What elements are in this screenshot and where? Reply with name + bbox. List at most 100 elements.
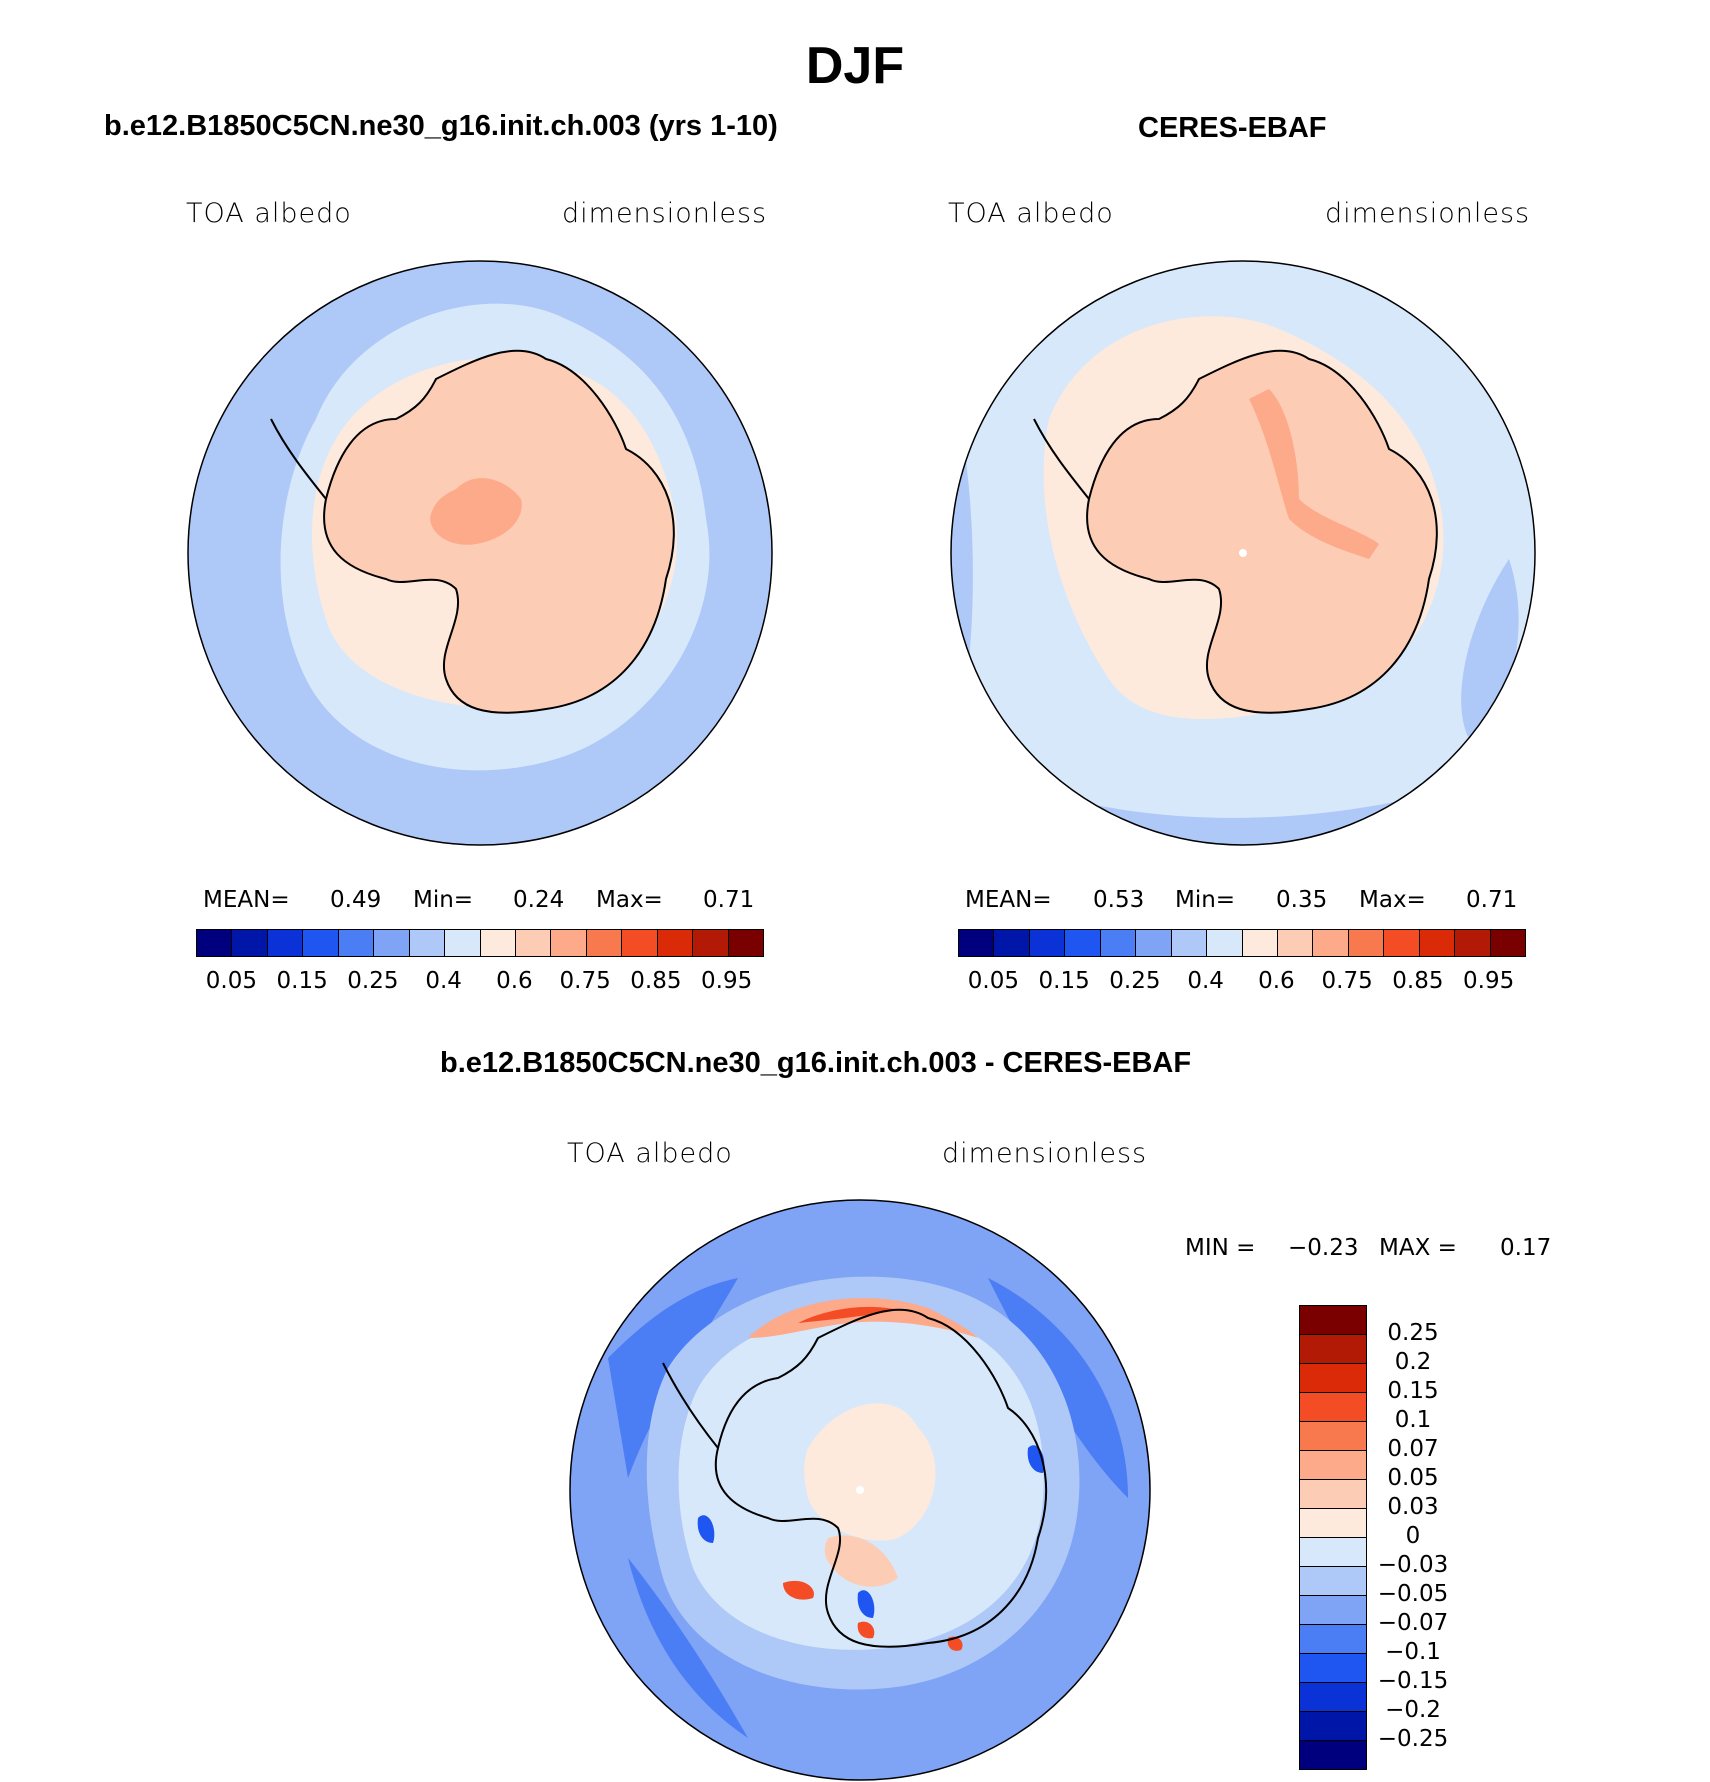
colorbar-swatch xyxy=(1300,1451,1366,1480)
left-max-value: 0.71 xyxy=(703,887,755,913)
colorbar-tick-label: 0.95 xyxy=(1463,968,1515,994)
left-units-label: dimensionless xyxy=(562,198,768,229)
diff-max-value: 0.17 xyxy=(1500,1235,1552,1261)
colorbar-tick-label: 0.4 xyxy=(1187,968,1224,994)
left-panel-title: b.e12.B1850C5CN.ne30_g16.init.ch.003 (yr… xyxy=(104,110,778,142)
colorbar-swatch xyxy=(1300,1306,1366,1335)
colorbar-swatch xyxy=(1136,930,1172,956)
colorbar-swatch xyxy=(1300,1596,1366,1625)
colorbar-swatch xyxy=(303,930,339,956)
colorbar-swatch xyxy=(1490,930,1525,956)
colorbar-swatch xyxy=(1348,930,1385,956)
colorbar-tick-label: 0.75 xyxy=(559,968,611,994)
diff-variable-label: TOA albedo xyxy=(567,1138,733,1169)
colorbar-swatch xyxy=(1300,1712,1366,1741)
right-max-value: 0.71 xyxy=(1466,887,1518,913)
colorbar-tick-label: 0.15 xyxy=(1038,968,1090,994)
diff-min-value: −0.23 xyxy=(1288,1235,1359,1261)
diff-positive-dots xyxy=(947,1636,963,1651)
page-title: DJF xyxy=(805,37,905,95)
diff-polar-map xyxy=(569,1199,1151,1781)
colorbar-swatch xyxy=(1100,930,1137,956)
diff-negative-dots xyxy=(857,1590,875,1618)
colorbar-tick-label: 0 xyxy=(1405,1523,1421,1549)
colorbar-swatch xyxy=(1300,1422,1366,1451)
colorbar-swatch xyxy=(622,930,658,956)
colorbar-tick-label: 0.2 xyxy=(1394,1349,1432,1375)
colorbar-swatch xyxy=(338,930,375,956)
left-coastline xyxy=(323,349,675,714)
diff-contour-patch xyxy=(628,1558,748,1738)
left-polar-map xyxy=(187,260,773,846)
colorbar-swatch xyxy=(1065,930,1101,956)
colorbar-tick-label: 0.05 xyxy=(205,968,257,994)
diff-peninsula xyxy=(662,1362,719,1449)
colorbar-swatch xyxy=(1300,1538,1366,1567)
colorbar-swatch xyxy=(959,930,995,956)
colorbar-tick-label: −0.25 xyxy=(1377,1726,1449,1752)
diff-min-label: MIN = xyxy=(1185,1235,1256,1261)
diff-max-label: MAX = xyxy=(1379,1235,1457,1261)
colorbar-tick-label: 0.15 xyxy=(276,968,328,994)
colorbar-swatch xyxy=(693,930,729,956)
right-interior-contour xyxy=(1249,389,1379,559)
colorbar-tick-label: 0.75 xyxy=(1321,968,1373,994)
right-panel-title: CERES-EBAF xyxy=(1138,112,1327,144)
colorbar-swatch xyxy=(197,930,233,956)
right-peninsula xyxy=(1033,418,1090,500)
colorbar-swatch xyxy=(1300,1364,1366,1393)
colorbar-tick-label: 0.1 xyxy=(1394,1407,1432,1433)
colorbar-swatch xyxy=(657,930,694,956)
colorbar-swatch xyxy=(1029,930,1066,956)
colorbar-swatch xyxy=(1300,1335,1366,1364)
colorbar-swatch xyxy=(480,930,516,956)
right-contour-patch xyxy=(1461,559,1519,739)
right-mean-value: 0.53 xyxy=(1093,887,1145,913)
colorbar-swatch xyxy=(374,930,410,956)
colorbar-swatch xyxy=(1242,930,1278,956)
colorbar-swatch xyxy=(728,930,763,956)
left-colorbar xyxy=(196,929,764,957)
colorbar-tick-label: 0.6 xyxy=(496,968,533,994)
left-mean-label: MEAN= xyxy=(203,887,290,913)
colorbar-tick-label: −0.2 xyxy=(1385,1697,1441,1723)
colorbar-swatch xyxy=(1171,930,1208,956)
colorbar-swatch xyxy=(232,930,268,956)
colorbar-swatch xyxy=(1300,1654,1366,1683)
colorbar-tick-label: 0.95 xyxy=(701,968,753,994)
colorbar-swatch xyxy=(1207,930,1243,956)
colorbar-tick-label: 0.25 xyxy=(1387,1320,1439,1346)
diff-units-label: dimensionless xyxy=(942,1138,1148,1169)
right-mean-label: MEAN= xyxy=(965,887,1052,913)
colorbar-tick-label: 0.05 xyxy=(1387,1465,1439,1491)
right-colorbar xyxy=(958,929,1526,957)
colorbar-tick-label: 0.85 xyxy=(630,968,682,994)
colorbar-swatch xyxy=(409,930,446,956)
right-min-value: 0.35 xyxy=(1276,887,1328,913)
colorbar-swatch xyxy=(1300,1625,1366,1654)
colorbar-swatch xyxy=(994,930,1030,956)
diff-positive-arc xyxy=(798,1306,898,1323)
colorbar-swatch xyxy=(1300,1567,1366,1596)
colorbar-tick-label: 0.03 xyxy=(1387,1494,1439,1520)
left-max-label: Max= xyxy=(596,887,663,913)
colorbar-tick-label: −0.07 xyxy=(1377,1610,1449,1636)
left-interior-contour xyxy=(430,478,522,545)
right-variable-label: TOA albedo xyxy=(948,198,1114,229)
right-units-label: dimensionless xyxy=(1325,198,1531,229)
right-coastline xyxy=(1086,349,1438,714)
left-mean-value: 0.49 xyxy=(330,887,382,913)
colorbar-swatch xyxy=(445,930,481,956)
right-polar-map xyxy=(950,260,1536,846)
right-min-label: Min= xyxy=(1175,887,1236,913)
colorbar-swatch xyxy=(1455,930,1491,956)
colorbar-swatch xyxy=(551,930,587,956)
colorbar-swatch xyxy=(1384,930,1420,956)
colorbar-swatch xyxy=(1313,930,1349,956)
colorbar-swatch xyxy=(1419,930,1456,956)
left-min-value: 0.24 xyxy=(513,887,565,913)
right-antarctica-field xyxy=(1087,350,1437,713)
diff-positive-dots xyxy=(783,1580,814,1600)
right-pole-marker xyxy=(1239,549,1247,557)
colorbar-tick-label: 0.6 xyxy=(1258,968,1295,994)
